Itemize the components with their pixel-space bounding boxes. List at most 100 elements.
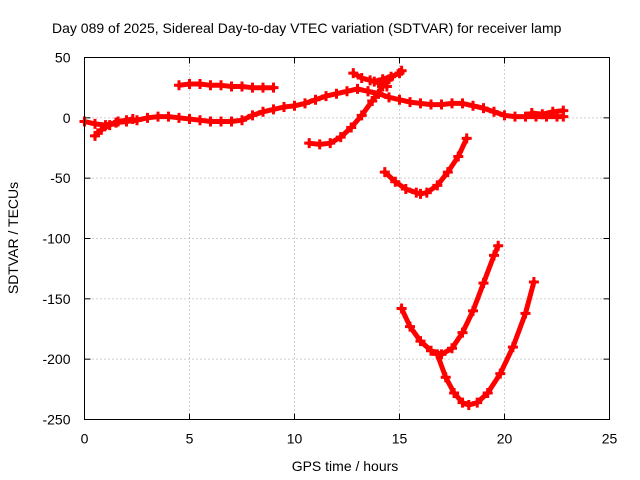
data-point [348, 68, 359, 79]
data-point [495, 368, 506, 379]
data-point [195, 79, 205, 90]
data-point [390, 176, 401, 187]
data-point [436, 99, 447, 110]
plot-frame [84, 57, 610, 420]
data-point [268, 104, 279, 115]
data-point [421, 187, 432, 198]
data-point [279, 101, 289, 112]
data-point [426, 99, 436, 110]
y-axis-title: SDTVAR / TECUs [5, 182, 21, 294]
data-point [356, 73, 367, 84]
data-point [331, 88, 342, 99]
data-point [163, 111, 174, 122]
y-tick-label: -150 [42, 291, 70, 307]
data-point [226, 81, 237, 92]
data-point [482, 387, 493, 398]
data-point [405, 97, 415, 108]
x-tick-label: 0 [81, 431, 89, 447]
data-point [394, 94, 405, 105]
data-point [384, 92, 394, 103]
data-point [526, 108, 537, 119]
chart-title: Day 089 of 2025, Sidereal Day-to-day VTE… [52, 20, 562, 36]
data-point [461, 133, 472, 144]
data-point [377, 74, 388, 85]
data-point [113, 116, 124, 127]
data-point [216, 116, 226, 127]
data-point [90, 130, 100, 141]
data-point [96, 124, 107, 135]
data-point [493, 240, 504, 251]
series-line [382, 135, 470, 197]
data-point [489, 250, 499, 261]
data-point [478, 103, 489, 114]
data-point [432, 349, 443, 360]
data-point [507, 342, 518, 353]
data-point [346, 122, 357, 133]
y-tick-label: 0 [63, 110, 71, 126]
data-series [79, 65, 569, 411]
data-point [367, 95, 378, 106]
data-point [453, 151, 464, 162]
data-point [432, 180, 443, 191]
data-point [510, 111, 520, 122]
data-point [184, 114, 195, 125]
data-point [440, 372, 451, 383]
series-line [176, 81, 276, 91]
data-point [289, 100, 300, 111]
data-point [216, 80, 226, 91]
data-series-3 [174, 79, 279, 93]
data-point [226, 116, 237, 127]
data-point [547, 106, 558, 117]
data-point [335, 132, 346, 143]
data-point [247, 82, 258, 93]
y-tick-label: -250 [42, 412, 70, 428]
data-point [195, 115, 205, 126]
data-point [457, 397, 468, 408]
data-point [142, 112, 153, 123]
data-point [300, 98, 310, 109]
data-series-10 [396, 240, 504, 360]
data-point [174, 80, 184, 91]
data-series-4 [363, 86, 569, 122]
data-point [396, 65, 407, 76]
data-point [447, 98, 457, 109]
data-point [304, 138, 315, 149]
data-point [127, 114, 138, 125]
data-point [379, 167, 390, 178]
data-point [457, 327, 468, 338]
data-point [415, 98, 426, 109]
data-point [205, 80, 216, 91]
data-point [405, 321, 415, 332]
data-point [520, 111, 531, 122]
data-point [356, 110, 367, 121]
data-point [184, 79, 195, 90]
data-point [237, 115, 247, 126]
data-series-9 [379, 133, 472, 199]
data-point [400, 184, 411, 195]
data-point [352, 83, 363, 94]
data-point [468, 100, 478, 111]
data-point [528, 276, 539, 287]
data-point [310, 94, 321, 105]
data-point [415, 336, 426, 347]
data-point [258, 106, 268, 117]
data-point [396, 303, 407, 314]
data-point [174, 112, 184, 123]
data-point [342, 86, 352, 97]
data-point [558, 105, 569, 116]
x-tick-label: 10 [287, 431, 303, 447]
x-tick-label: 5 [186, 431, 194, 447]
data-series-7 [304, 74, 394, 150]
y-tick-label: -200 [42, 351, 70, 367]
data-point [237, 81, 247, 92]
data-point [153, 111, 163, 122]
data-point [258, 82, 268, 93]
tick-labels: 0 5 10 15 20 25 -250 -200 -150 -100 -50 0 50 [42, 50, 617, 447]
data-point [314, 139, 325, 150]
series-line [529, 108, 566, 117]
x-tick-label: 20 [497, 431, 513, 447]
data-point [369, 76, 380, 87]
y-tick-label: -100 [42, 231, 70, 247]
y-tick-label: 50 [55, 50, 71, 66]
